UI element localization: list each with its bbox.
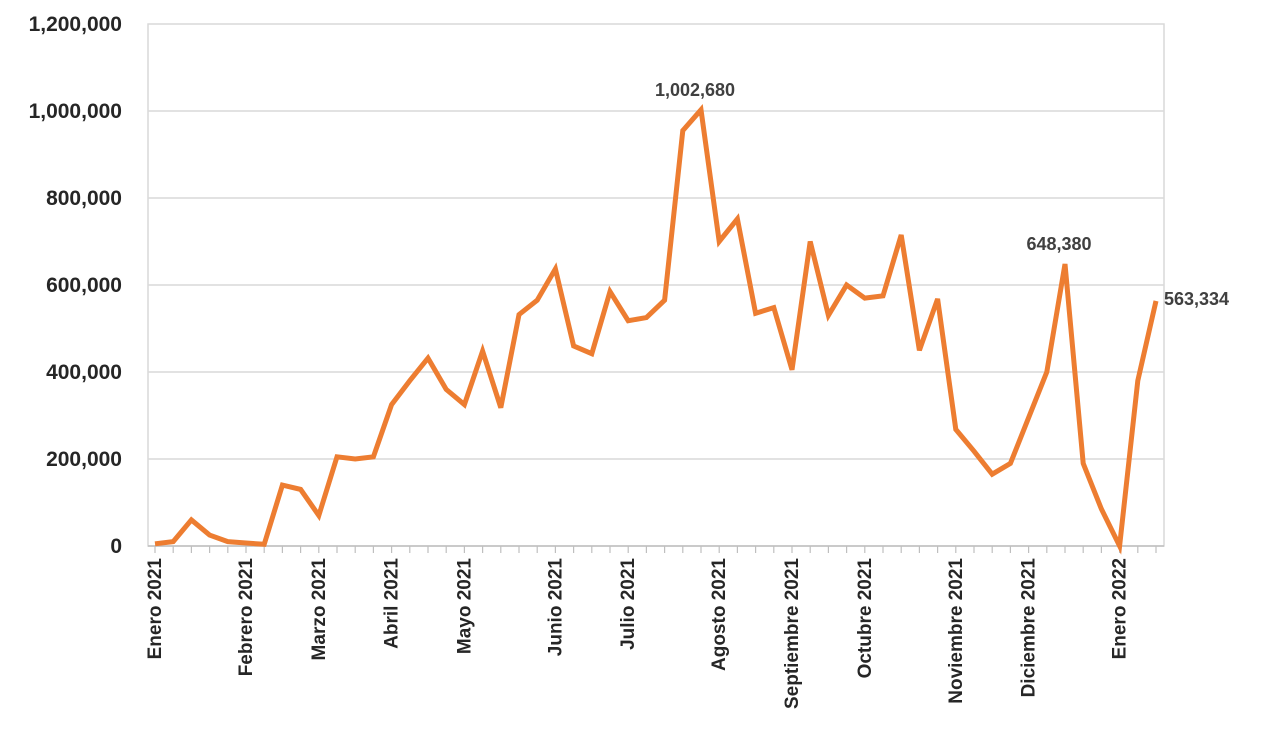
data-label: 648,380: [1026, 234, 1091, 254]
x-tick-label: Marzo 2021: [309, 558, 330, 661]
y-tick-label: 800,000: [46, 187, 122, 210]
x-tick-label: Noviembre 2021: [946, 558, 967, 704]
data-label: 563,334: [1164, 289, 1229, 309]
x-tick-label: Abril 2021: [382, 558, 403, 649]
data-labels: 1,002,680 648,380 563,334: [655, 80, 1229, 309]
y-axis-tick-labels: 0 200,000 400,000 600,000 800,000 1,000,000 1,…: [29, 13, 122, 558]
x-tick-label: Septiembre 2021: [782, 558, 803, 709]
y-tick-label: 200,000: [46, 448, 122, 471]
x-tick-label: Febrero 2021: [236, 558, 257, 677]
y-tick-label: 1,000,000: [29, 100, 122, 123]
x-tick-label: Junio 2021: [545, 558, 566, 657]
x-tick-label: Mayo 2021: [454, 558, 475, 655]
x-tick-label: Enero 2022: [1110, 558, 1131, 659]
y-tick-label: 0: [110, 535, 122, 558]
x-axis-tick-labels: Enero 2021 Febrero 2021 Marzo 2021 Abril 20…: [145, 546, 1157, 709]
y-tick-label: 1,200,000: [29, 13, 122, 36]
x-tick-label: Enero 2021: [145, 558, 166, 660]
y-tick-label: 400,000: [46, 361, 122, 384]
x-tick-label: Agosto 2021: [709, 558, 730, 671]
y-tick-label: 600,000: [46, 274, 122, 297]
x-tick-label: Julio 2021: [618, 558, 639, 650]
x-tick-label: Diciembre 2021: [1019, 558, 1040, 698]
data-label: 1,002,680: [655, 80, 735, 100]
gridlines: [148, 110, 1164, 460]
series-line: [154, 104, 1159, 555]
x-tick-label: Octubre 2021: [855, 558, 876, 679]
